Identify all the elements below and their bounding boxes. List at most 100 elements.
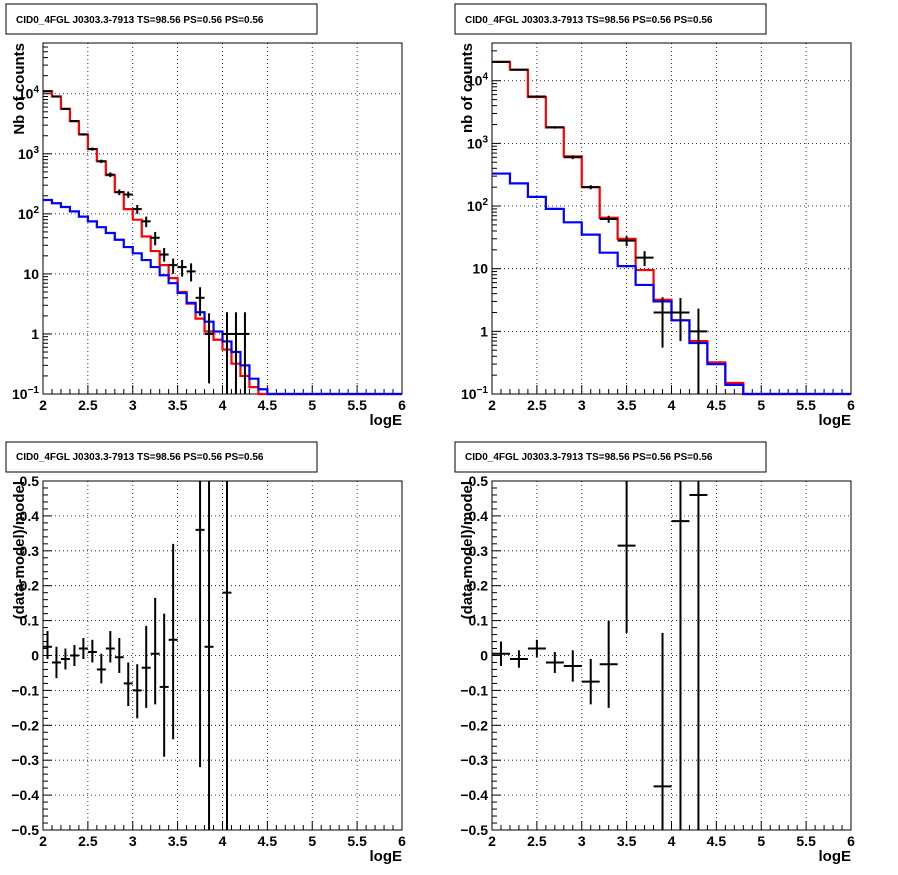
- y-tick-label: −0.5: [460, 822, 488, 838]
- data-point: [195, 287, 205, 316]
- data-point: [105, 631, 115, 663]
- y-tick-label: −0.2: [11, 717, 39, 733]
- y-tick-label: −0.1: [11, 682, 39, 698]
- title-box: [454, 441, 767, 473]
- data-points: [43, 90, 250, 394]
- x-tick-label: 2: [39, 397, 47, 413]
- y-tick-label: 10−1: [12, 385, 39, 402]
- data-point: [114, 189, 124, 196]
- chart-panel-3: 2 2.5 3 3.5 4 4.5 5 5.5 6 −0.5 −0.4 −0.3 −0.2 −0.1 0 0.…: [5, 441, 406, 865]
- x-tick-label: 6: [398, 833, 406, 849]
- title-box: [5, 3, 318, 35]
- y-axis-label: nb of counts: [459, 43, 476, 133]
- x-tick-label: 5.5: [347, 833, 367, 849]
- chart-title: CID0_4FGL J0303.3-7913 TS=98.56 PS=0.56 …: [465, 452, 713, 463]
- data-point: [168, 543, 178, 740]
- x-tick-label: 5.5: [796, 833, 816, 849]
- data-point: [87, 639, 97, 663]
- y-tick-label: 102: [18, 205, 40, 222]
- y-tick-label: 102: [467, 197, 489, 214]
- x-tick-label: 6: [398, 397, 406, 413]
- x-tick-label: 3.5: [617, 833, 637, 849]
- data-point: [599, 215, 618, 223]
- data-point: [114, 638, 124, 673]
- x-axis-label: logE: [819, 848, 852, 865]
- data-point: [78, 133, 88, 136]
- x-tick-label: 5.5: [347, 397, 367, 413]
- data-point: [689, 308, 708, 394]
- data-point: [671, 298, 690, 342]
- x-tick-label: 3: [578, 397, 586, 413]
- y-tick-label: 104: [467, 72, 489, 89]
- data-point: [617, 481, 636, 633]
- data-point: [69, 645, 79, 666]
- data-point: [527, 95, 546, 98]
- data-point: [563, 155, 582, 160]
- x-tick-label: 5: [757, 397, 765, 413]
- data-point: [150, 597, 160, 705]
- data-point: [78, 638, 88, 659]
- y-tick-label: 0.1: [20, 613, 40, 629]
- y-tick-label: −0.4: [460, 787, 488, 803]
- chart-title: CID0_4FGL J0303.3-7913 TS=98.56 PS=0.56 …: [16, 15, 264, 26]
- data-point: [231, 312, 241, 394]
- grid-lines: [492, 43, 851, 394]
- data-point: [204, 481, 214, 830]
- x-tick-label: 5: [757, 833, 765, 849]
- y-tick-label: −0.1: [460, 682, 488, 698]
- y-tick-label: −0.5: [11, 822, 39, 838]
- x-tick-label: 3: [578, 833, 586, 849]
- data-point: [150, 231, 160, 246]
- title-box: [5, 441, 318, 473]
- x-tick-label: 4.5: [258, 833, 278, 849]
- series-line-1: [43, 90, 402, 396]
- chart-panel-4: 2 2.5 3 3.5 4 4.5 5 5.5 6 −0.5 −0.4 −0.3 −0.2 −0.1 0 0.…: [454, 441, 855, 865]
- series-line-2: [43, 198, 402, 396]
- data-point: [96, 653, 106, 684]
- y-tick-label: 0.4: [20, 508, 40, 524]
- data-point: [43, 631, 52, 659]
- x-axis-label: logE: [370, 848, 403, 865]
- data-point: [105, 172, 115, 178]
- x-tick-label: 4: [219, 833, 227, 849]
- y-tick-label: 103: [18, 145, 40, 162]
- data-point: [132, 205, 142, 214]
- data-point: [123, 662, 133, 707]
- y-tick-label: 0.3: [20, 543, 40, 559]
- plot-frame: [42, 42, 403, 395]
- y-tick-label: 0.5: [20, 473, 40, 489]
- plot-frame: [491, 480, 852, 831]
- data-points: [492, 481, 708, 830]
- data-point: [60, 648, 70, 670]
- chart-panel-2: 2 2.5 3 3.5 4 4.5 5 5.5 6 10−1 1 10 102 103 104 logE nb …: [454, 3, 855, 429]
- data-point: [509, 68, 528, 71]
- data-point: [177, 260, 187, 277]
- data-point: [653, 297, 672, 348]
- y-tick-label: 0: [480, 648, 488, 664]
- x-tick-label: 2: [488, 833, 496, 849]
- data-point: [168, 258, 178, 274]
- data-point: [492, 641, 510, 666]
- series-line-2: [492, 172, 851, 396]
- data-point: [51, 646, 61, 679]
- plot-frame: [42, 480, 403, 831]
- data-point: [581, 185, 600, 190]
- data-point: [204, 313, 214, 384]
- data-points: [43, 481, 232, 830]
- x-tick-label: 2: [39, 833, 47, 849]
- chart-panel-1: 2 2.5 3 3.5 4 4.5 5 5.5 6 10−1 1 10 102 103 104 logE Nb …: [5, 3, 406, 429]
- data-point: [653, 632, 672, 830]
- y-tick-label: 0.3: [469, 543, 489, 559]
- x-tick-label: 3.5: [617, 397, 637, 413]
- data-point: [96, 159, 106, 164]
- data-point: [159, 613, 169, 757]
- y-tick-label: 0.2: [469, 578, 489, 594]
- data-point: [51, 95, 61, 98]
- data-point: [689, 481, 708, 830]
- x-tick-label: 4: [668, 833, 676, 849]
- data-point: [222, 481, 232, 830]
- data-point: [563, 650, 582, 682]
- axis-ticks: [42, 42, 403, 395]
- data-point: [186, 263, 196, 282]
- grid-lines: [492, 481, 851, 830]
